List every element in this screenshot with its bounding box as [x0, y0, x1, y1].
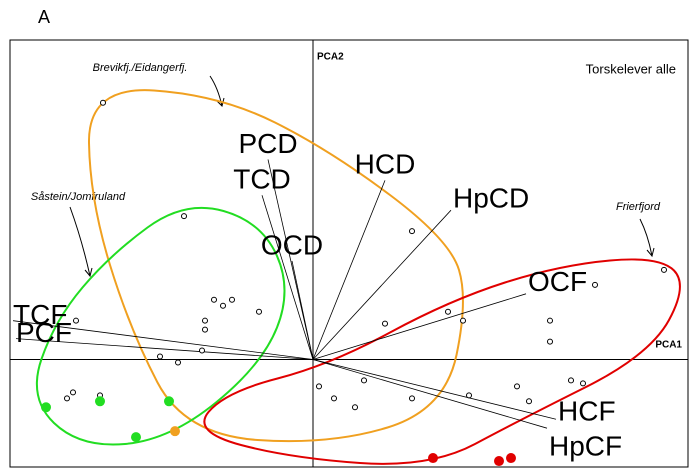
- loading-label: TCD: [233, 164, 291, 195]
- arrow-head: [84, 267, 93, 278]
- point: [547, 317, 553, 324]
- loading-label: PCD: [238, 128, 297, 159]
- group-label: Brevikfj./Eidangerfj.: [93, 62, 188, 74]
- point: [70, 389, 76, 396]
- loading-vector: [312, 359, 557, 420]
- point: [157, 353, 163, 360]
- group-outline: [35, 206, 286, 446]
- arrow: [69, 206, 91, 277]
- arrow: [209, 75, 223, 107]
- point: [409, 395, 415, 402]
- loading-label: PCF: [16, 317, 72, 348]
- point: [580, 380, 586, 387]
- point: [494, 456, 504, 467]
- point: [100, 99, 106, 106]
- point: [331, 395, 337, 402]
- arrow-head: [646, 247, 655, 258]
- point: [95, 396, 105, 407]
- chart-title: Torskelever alle: [586, 61, 676, 76]
- point: [506, 453, 516, 464]
- point: [131, 432, 141, 443]
- group-outline: [203, 258, 681, 465]
- loading-label: HCF: [558, 396, 616, 427]
- loading-label: OCD: [261, 229, 323, 260]
- loading-vector: [312, 359, 548, 429]
- point: [164, 396, 174, 407]
- point: [568, 377, 574, 384]
- loading-vector: [312, 293, 527, 360]
- point: [445, 308, 451, 315]
- point: [64, 395, 70, 402]
- loading-vector: [291, 260, 314, 360]
- arrow-head: [215, 97, 225, 107]
- x-axis-label: PCA1: [655, 340, 682, 351]
- point: [526, 398, 532, 405]
- loading-vector: [261, 195, 314, 360]
- point: [181, 213, 187, 220]
- group-outline: [87, 89, 464, 443]
- point: [514, 383, 520, 390]
- point: [547, 338, 553, 345]
- point: [202, 326, 208, 333]
- plot-frame: [9, 39, 689, 468]
- group-label: Såstein/Jomfruland: [31, 191, 126, 203]
- point: [592, 281, 598, 288]
- point: [466, 392, 472, 399]
- loading-label: TCF: [13, 299, 67, 330]
- point: [229, 296, 235, 303]
- loading-vector: [312, 180, 386, 360]
- loading-label: HpCD: [453, 183, 529, 214]
- point: [256, 308, 262, 315]
- point: [352, 404, 358, 411]
- loading-label: HpCF: [549, 431, 622, 462]
- point: [409, 228, 415, 235]
- group-label: Frierfjord: [616, 201, 661, 213]
- point: [382, 320, 388, 327]
- point: [316, 383, 322, 390]
- point: [661, 266, 667, 273]
- annotation-arrows: [69, 75, 655, 278]
- point: [220, 302, 226, 309]
- arrow: [639, 218, 653, 257]
- point: [361, 377, 367, 384]
- point: [41, 402, 51, 413]
- point: [175, 359, 181, 366]
- loading-label: OCF: [528, 266, 587, 297]
- point: [202, 317, 208, 324]
- point: [199, 347, 205, 354]
- panel-label: A: [38, 7, 50, 27]
- point: [460, 317, 466, 324]
- loading-label: HCD: [355, 149, 416, 180]
- point: [428, 453, 438, 464]
- point: [73, 317, 79, 324]
- loading-vector: [312, 209, 452, 360]
- loading-vector: [15, 338, 314, 360]
- point: [211, 296, 217, 303]
- point: [170, 426, 180, 437]
- y-axis-label: PCA2: [317, 52, 344, 63]
- loading-vector: [12, 320, 314, 360]
